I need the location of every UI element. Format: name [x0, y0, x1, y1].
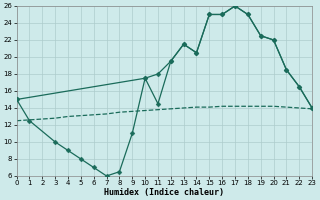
X-axis label: Humidex (Indice chaleur): Humidex (Indice chaleur) — [104, 188, 224, 197]
